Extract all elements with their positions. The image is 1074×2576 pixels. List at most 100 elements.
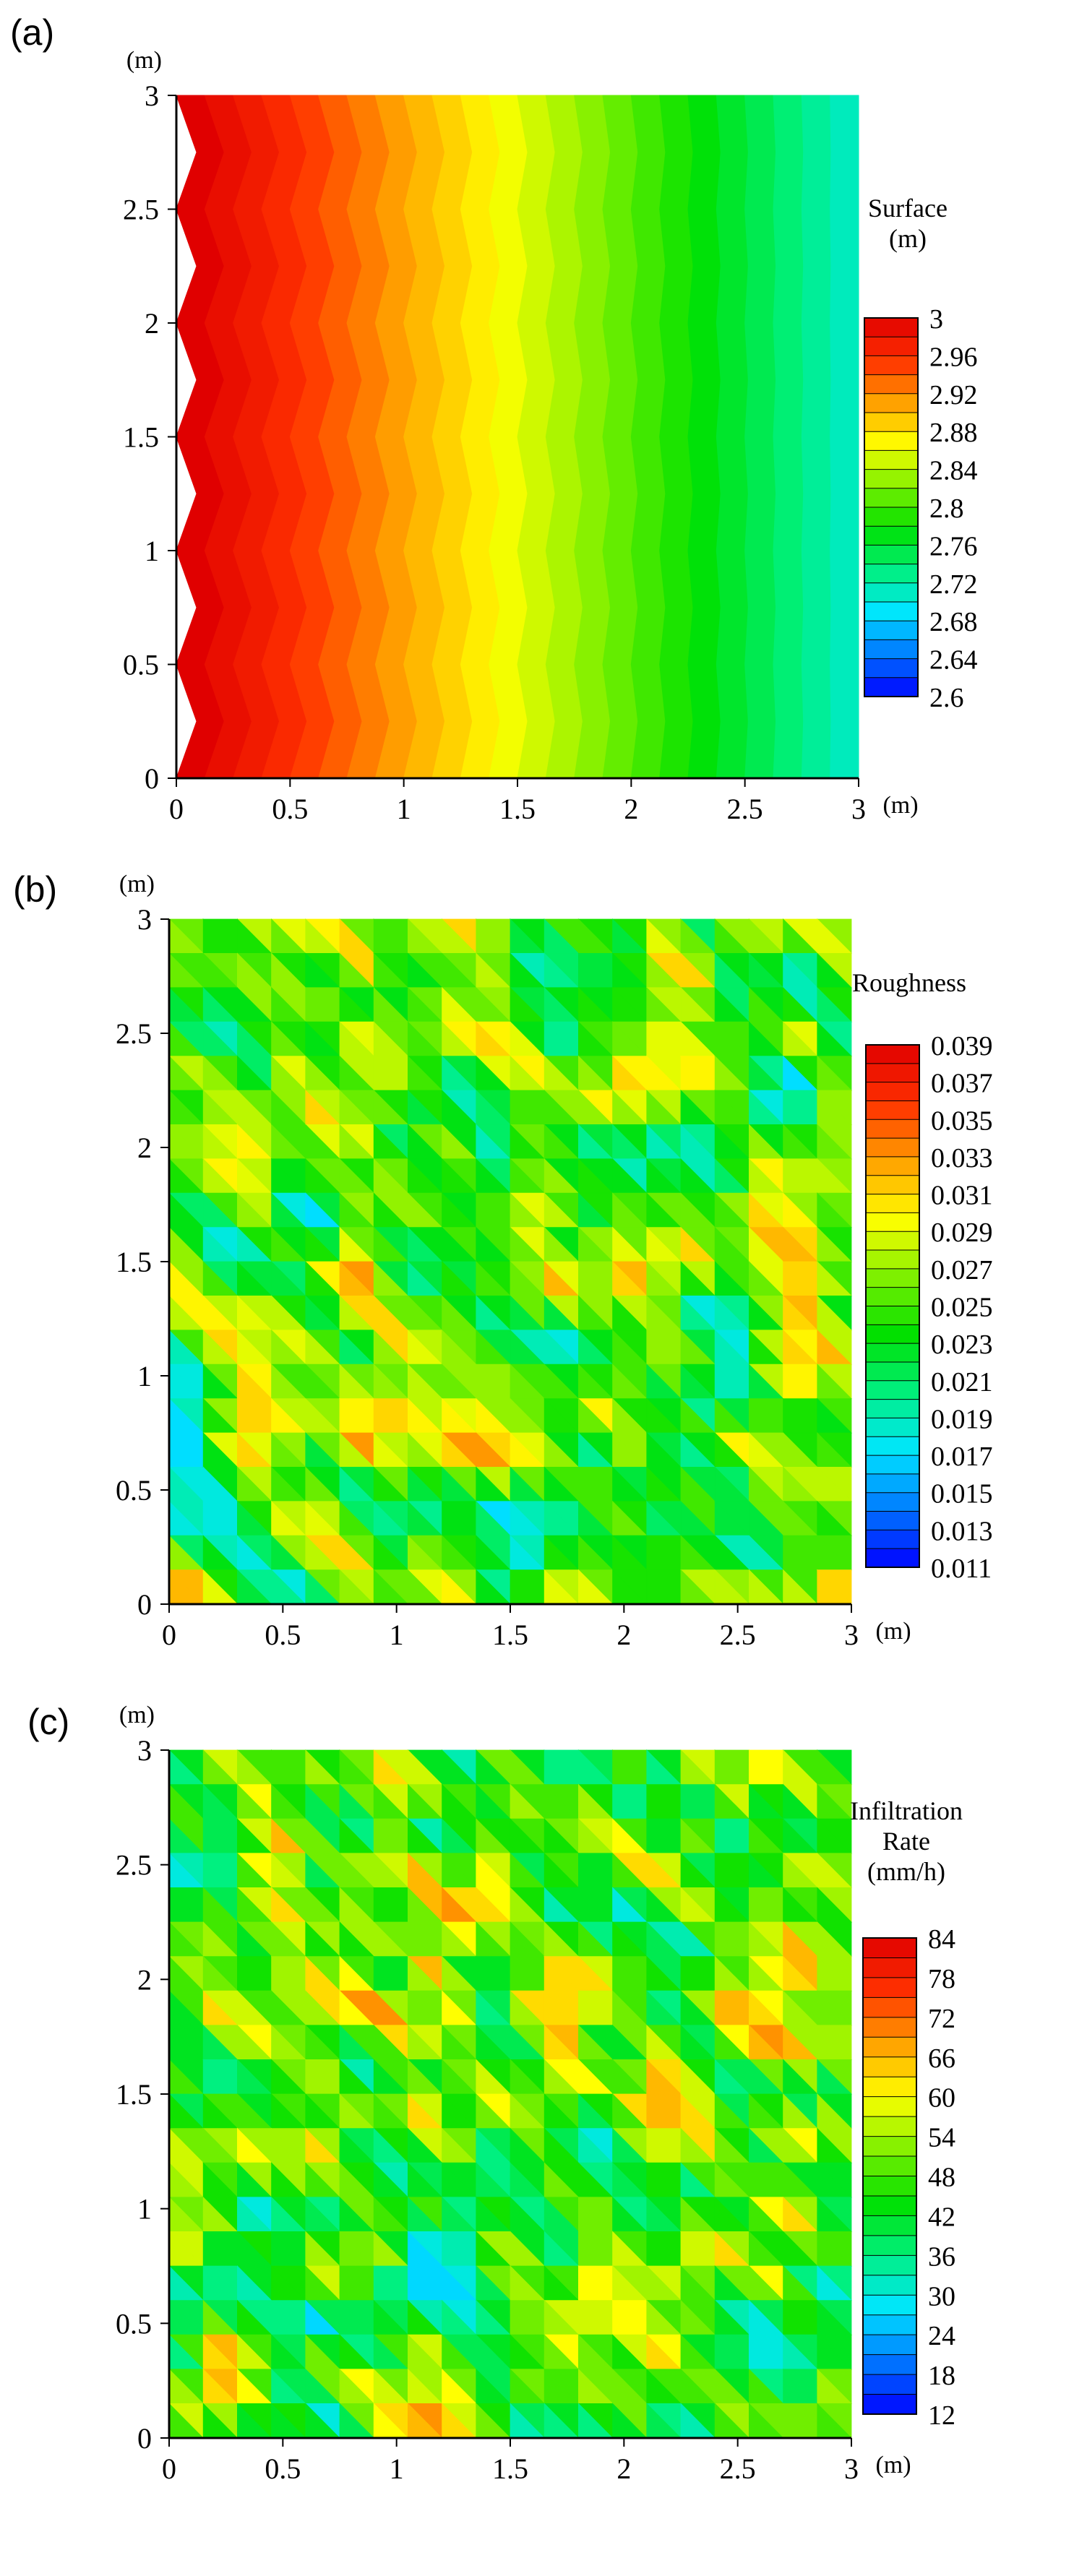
colorbar-segment	[864, 621, 918, 640]
colorbar-segment	[866, 1082, 919, 1102]
colorbar-segment	[864, 469, 918, 489]
contour-band	[773, 95, 806, 779]
legend-tick-label: 60	[928, 2083, 955, 2114]
colorbar-segment	[866, 1175, 919, 1195]
y-tick-label: 2	[137, 1132, 152, 1164]
x-tick-label: 0	[162, 2452, 176, 2485]
colorbar-segment	[863, 2255, 916, 2276]
x-tick-label: 3	[851, 793, 866, 825]
legend-tick-label: 0.015	[931, 1479, 993, 1509]
y-tick-label: 1	[137, 2193, 152, 2226]
x-tick-label: 1	[390, 2452, 404, 2485]
colorbar-segment	[863, 2077, 916, 2098]
y-tick-label: 2.5	[116, 1849, 152, 1882]
contour-field	[168, 918, 852, 1605]
colorbar-segment	[863, 1977, 916, 1998]
x-tick-label: 1	[390, 1619, 404, 1651]
y-tick-label: 2.5	[123, 194, 159, 226]
colorbar	[865, 1044, 920, 1568]
colorbar-segment	[866, 1324, 919, 1344]
colorbar-segment	[863, 2037, 916, 2058]
colorbar-segment	[863, 1957, 916, 1978]
y-tick-label: 0	[145, 762, 159, 795]
x-tick-label: 2	[624, 793, 638, 825]
y-tick-label: 1	[137, 1360, 152, 1392]
y-tick-label: 1.5	[123, 421, 159, 454]
colorbar-segment	[864, 602, 918, 621]
colorbar-segment	[864, 488, 918, 508]
legend-tick-label: 2.88	[929, 418, 978, 448]
panel-label: (c)	[27, 1702, 69, 1742]
colorbar-segment	[863, 2136, 916, 2157]
colorbar-segment	[863, 2195, 916, 2217]
colorbar-segment	[866, 1287, 919, 1307]
legend-tick-label: 48	[928, 2163, 955, 2193]
contour-band	[744, 95, 778, 779]
legend-tick-label: 2.72	[929, 569, 978, 600]
y-tick-label: 0	[137, 2422, 152, 2455]
contour-band	[830, 95, 859, 779]
legend-tick-label: 0.039	[931, 1031, 993, 1061]
y-tick-label: 0.5	[116, 2307, 152, 2340]
colorbar-segment	[866, 1045, 919, 1064]
colorbar-frame	[864, 317, 919, 697]
legend-title: (m)	[889, 224, 927, 253]
y-tick-label: 0.5	[123, 649, 159, 681]
x-tick-label: 3	[844, 2452, 859, 2485]
y-tick-label: 2	[137, 1963, 152, 1996]
colorbar-segment	[863, 2156, 916, 2177]
x-tick-label: 1	[397, 793, 411, 825]
colorbar-segment	[864, 431, 918, 451]
x-unit-label: (m)	[882, 792, 918, 819]
colorbar-segment	[866, 1268, 919, 1288]
colorbar-segment	[863, 2354, 916, 2375]
y-tick-label: 3	[145, 79, 159, 112]
y-unit-label: (m)	[119, 1702, 155, 1728]
colorbar-segment	[866, 1156, 919, 1176]
colorbar-segment	[863, 2295, 916, 2316]
x-tick-label: 2.5	[720, 2452, 756, 2485]
colorbar-segment	[866, 1399, 919, 1419]
legend-tick-label: 36	[928, 2241, 955, 2272]
panel-roughness: (b) 0 0.5 1 1.5 2 2.5 3 0 0.5 1 1.5 2 2.5 3 (m) (m) Rough…	[13, 869, 993, 1651]
y-tick-label: 0.5	[116, 1474, 152, 1507]
colorbar-segment	[863, 2314, 916, 2335]
x-tick-label: 0	[162, 1619, 176, 1651]
colorbar-segment	[864, 413, 918, 432]
colorbar-segment	[864, 318, 918, 337]
legend-title: Surface	[868, 194, 948, 223]
legend-title: (mm/h)	[867, 1857, 945, 1886]
legend-tick-label: 2.96	[929, 342, 978, 372]
y-tick-label: 3	[137, 903, 152, 936]
colorbar	[864, 317, 919, 697]
colorbar-frame	[865, 1044, 920, 1568]
legend-tick-label: 2.92	[929, 380, 978, 410]
colorbar-segment	[866, 1212, 919, 1232]
panel-surface: (a)0 0.5 1 1.5 2 2.5 300.511.522.53(m)(m)Surfa…	[10, 12, 978, 825]
legend-tick-label: 3	[929, 304, 943, 335]
x-tick-label: 0.5	[265, 2452, 301, 2485]
legend-tick-label: 0.037	[931, 1069, 993, 1099]
contour-field	[176, 95, 859, 779]
colorbar-segment	[866, 1418, 919, 1437]
legend-tick-label: 0.011	[931, 1554, 992, 1584]
legend-tick-label: 24	[928, 2321, 955, 2351]
legend-tick-label: 0.021	[931, 1367, 993, 1397]
colorbar-segment	[866, 1138, 919, 1158]
colorbar-segment	[866, 1361, 919, 1382]
x-tick-label: 1.5	[492, 1619, 528, 1651]
legend-title: Rate	[882, 1827, 930, 1856]
colorbar	[862, 1937, 917, 2415]
legend-tick-label: 2.64	[929, 645, 978, 676]
y-tick-label: 1	[145, 535, 159, 567]
legend-tick-label: 0.023	[931, 1330, 993, 1360]
colorbar-segment	[863, 2394, 916, 2415]
colorbar-segment	[866, 1119, 919, 1139]
colorbar-segment	[866, 1063, 919, 1083]
colorbar-segment	[866, 1492, 919, 1512]
colorbar-segment	[864, 374, 918, 395]
colorbar-segment	[864, 450, 918, 470]
colorbar-segment	[866, 1436, 919, 1456]
colorbar-segment	[863, 2235, 916, 2256]
